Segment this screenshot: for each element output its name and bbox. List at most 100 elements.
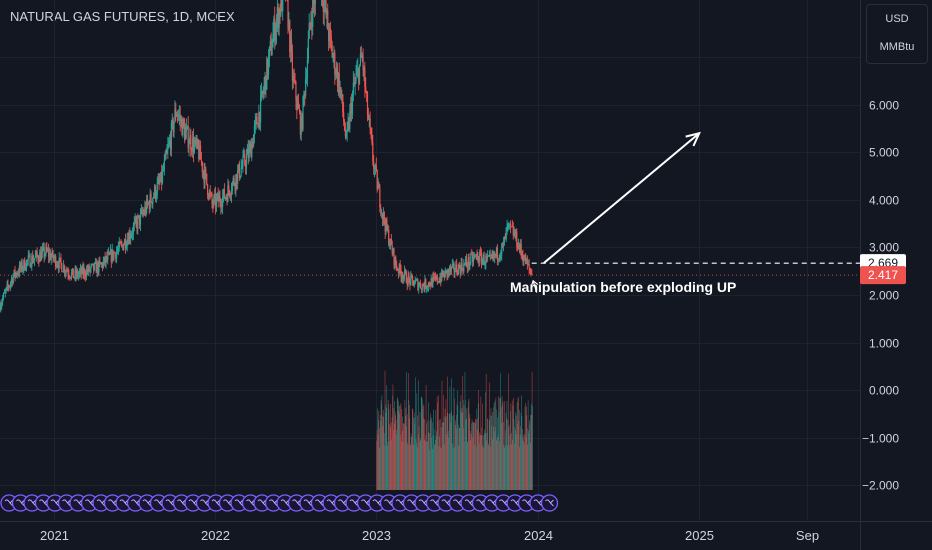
candle-body <box>521 253 523 256</box>
currency-button[interactable]: USD <box>885 13 909 25</box>
candle-body <box>207 194 210 198</box>
candle-body <box>113 252 115 259</box>
candle-body <box>483 254 485 265</box>
volume-bar <box>389 423 391 490</box>
y-tick-label: 2.000 <box>869 289 899 303</box>
volume-bar <box>525 436 527 490</box>
volume-bar <box>447 412 448 490</box>
candle-body <box>75 270 77 276</box>
candle-body <box>93 263 95 271</box>
candle-body <box>448 269 450 273</box>
volume-bar <box>447 437 449 490</box>
volume-bar <box>486 440 487 490</box>
candle-body <box>499 256 501 259</box>
x-tick-label: 2021 <box>40 528 69 543</box>
candle-body <box>411 275 413 277</box>
candle-body <box>54 255 56 259</box>
volume-bar <box>478 390 479 490</box>
candle-body <box>510 226 513 228</box>
volume-bar <box>399 405 401 490</box>
candle-body <box>90 265 92 269</box>
candle-body <box>86 269 89 272</box>
candle-body <box>251 142 253 158</box>
x-tick-label: 2023 <box>362 528 391 543</box>
candle-body <box>111 249 113 262</box>
volume-bar <box>419 441 420 490</box>
candle-body <box>525 254 527 265</box>
candle-body <box>340 87 342 96</box>
candle-body <box>358 64 361 84</box>
candle-body <box>289 20 291 53</box>
candle-body <box>408 275 410 280</box>
candle-body <box>165 153 167 155</box>
candle-body <box>52 250 54 259</box>
candle-body <box>100 262 102 265</box>
candle-body <box>515 231 517 238</box>
candle-body <box>492 252 494 258</box>
candle-body <box>434 276 436 278</box>
candle-body <box>76 270 78 276</box>
candle-body <box>171 119 173 124</box>
candle-body <box>528 263 530 269</box>
volume-bar <box>473 422 475 490</box>
candle-body <box>347 121 349 128</box>
volume-bar <box>450 411 452 490</box>
candle-body <box>427 282 430 288</box>
candle-body <box>231 182 233 192</box>
candle-body <box>355 75 357 82</box>
candle-body <box>455 264 457 272</box>
volume-bar <box>389 441 390 490</box>
candle-body <box>138 215 141 225</box>
candle-body <box>15 273 17 277</box>
unit-button[interactable]: MMBtu <box>879 41 915 53</box>
volume-bar <box>448 430 449 490</box>
candle-body <box>460 262 462 274</box>
candle-body <box>419 283 421 286</box>
volume-bar <box>467 442 468 490</box>
candle-body <box>172 119 174 133</box>
volume-bar <box>436 435 437 490</box>
candle-body <box>4 290 6 293</box>
candle-body <box>404 270 407 273</box>
candle-body <box>381 212 383 214</box>
candle-body <box>477 255 479 262</box>
candle-body <box>531 273 533 276</box>
volume-bar <box>459 400 461 490</box>
candle-body <box>526 259 528 265</box>
volume-bar <box>376 429 378 490</box>
candle-body <box>2 293 5 299</box>
volume-bar <box>515 412 516 490</box>
candle-body <box>495 248 498 256</box>
candle-body <box>493 252 495 258</box>
candle-body <box>121 243 123 245</box>
candle-body <box>23 259 25 269</box>
volume-bar <box>386 445 388 490</box>
candle-body <box>409 279 411 285</box>
candle-body <box>115 252 117 259</box>
volume-bar <box>405 415 406 490</box>
volume-bar <box>488 443 489 490</box>
candle-body <box>112 249 114 259</box>
volume-bar <box>527 428 528 490</box>
unit-selector[interactable]: USD MMBtu <box>866 4 928 64</box>
candle-body <box>358 68 360 84</box>
candle-body <box>62 271 64 273</box>
volume-bar <box>467 407 469 490</box>
candle-body <box>529 268 531 272</box>
volume-bar <box>383 433 385 490</box>
candle-body <box>209 191 211 194</box>
candle-body <box>169 139 172 149</box>
volume-bar <box>379 415 381 490</box>
candle-body <box>498 258 500 260</box>
volume-bar <box>528 433 530 490</box>
candle-body <box>11 279 13 284</box>
candle-body <box>524 254 526 261</box>
volume-bar <box>417 434 419 490</box>
candle-body <box>197 139 199 148</box>
volume-bar <box>526 415 528 490</box>
candle-body <box>47 250 50 257</box>
volume-bar <box>504 447 505 490</box>
candle-body <box>271 47 273 55</box>
candle-body <box>220 202 222 207</box>
